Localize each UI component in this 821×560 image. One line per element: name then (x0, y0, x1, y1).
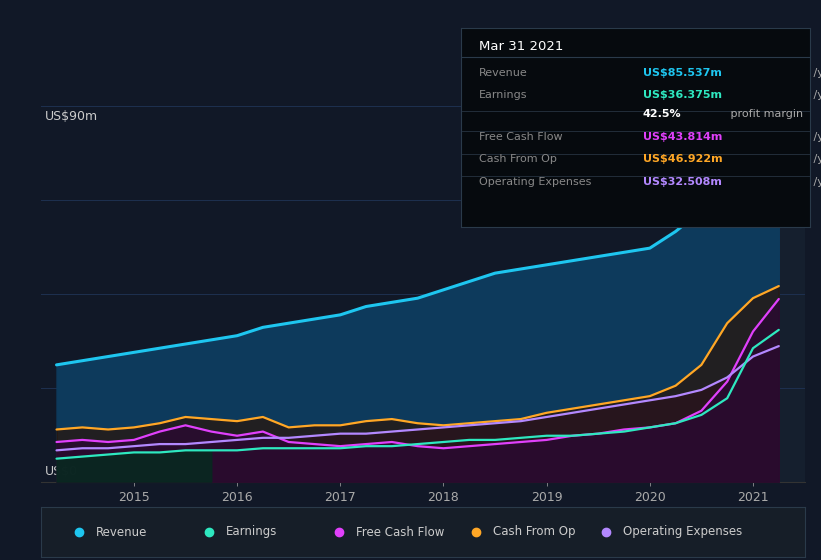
Text: US$85.537m: US$85.537m (643, 68, 722, 78)
Text: Cash From Op: Cash From Op (493, 525, 576, 539)
Text: Earnings: Earnings (226, 525, 277, 539)
Text: Free Cash Flow: Free Cash Flow (479, 132, 562, 142)
Text: US$43.814m: US$43.814m (643, 132, 722, 142)
Bar (727, 106, 805, 482)
Text: 42.5%: 42.5% (643, 109, 681, 119)
Text: profit margin: profit margin (727, 109, 803, 119)
Text: Free Cash Flow: Free Cash Flow (355, 525, 444, 539)
Text: /yr: /yr (810, 154, 821, 164)
Text: US$46.922m: US$46.922m (643, 154, 722, 164)
Text: Operating Expenses: Operating Expenses (479, 177, 591, 187)
Text: US$36.375m: US$36.375m (643, 90, 722, 100)
Text: US$32.508m: US$32.508m (643, 177, 722, 187)
Text: Cash From Op: Cash From Op (479, 154, 557, 164)
Text: Mar 31 2021: Mar 31 2021 (479, 40, 563, 53)
Text: US$0: US$0 (45, 465, 78, 478)
Text: Revenue: Revenue (96, 525, 148, 539)
Text: Revenue: Revenue (479, 68, 528, 78)
Text: /yr: /yr (810, 68, 821, 78)
Text: /yr: /yr (810, 132, 821, 142)
Text: Earnings: Earnings (479, 90, 527, 100)
Text: US$90m: US$90m (45, 110, 98, 123)
Text: Operating Expenses: Operating Expenses (623, 525, 742, 539)
Text: /yr: /yr (810, 90, 821, 100)
Text: /yr: /yr (810, 177, 821, 187)
